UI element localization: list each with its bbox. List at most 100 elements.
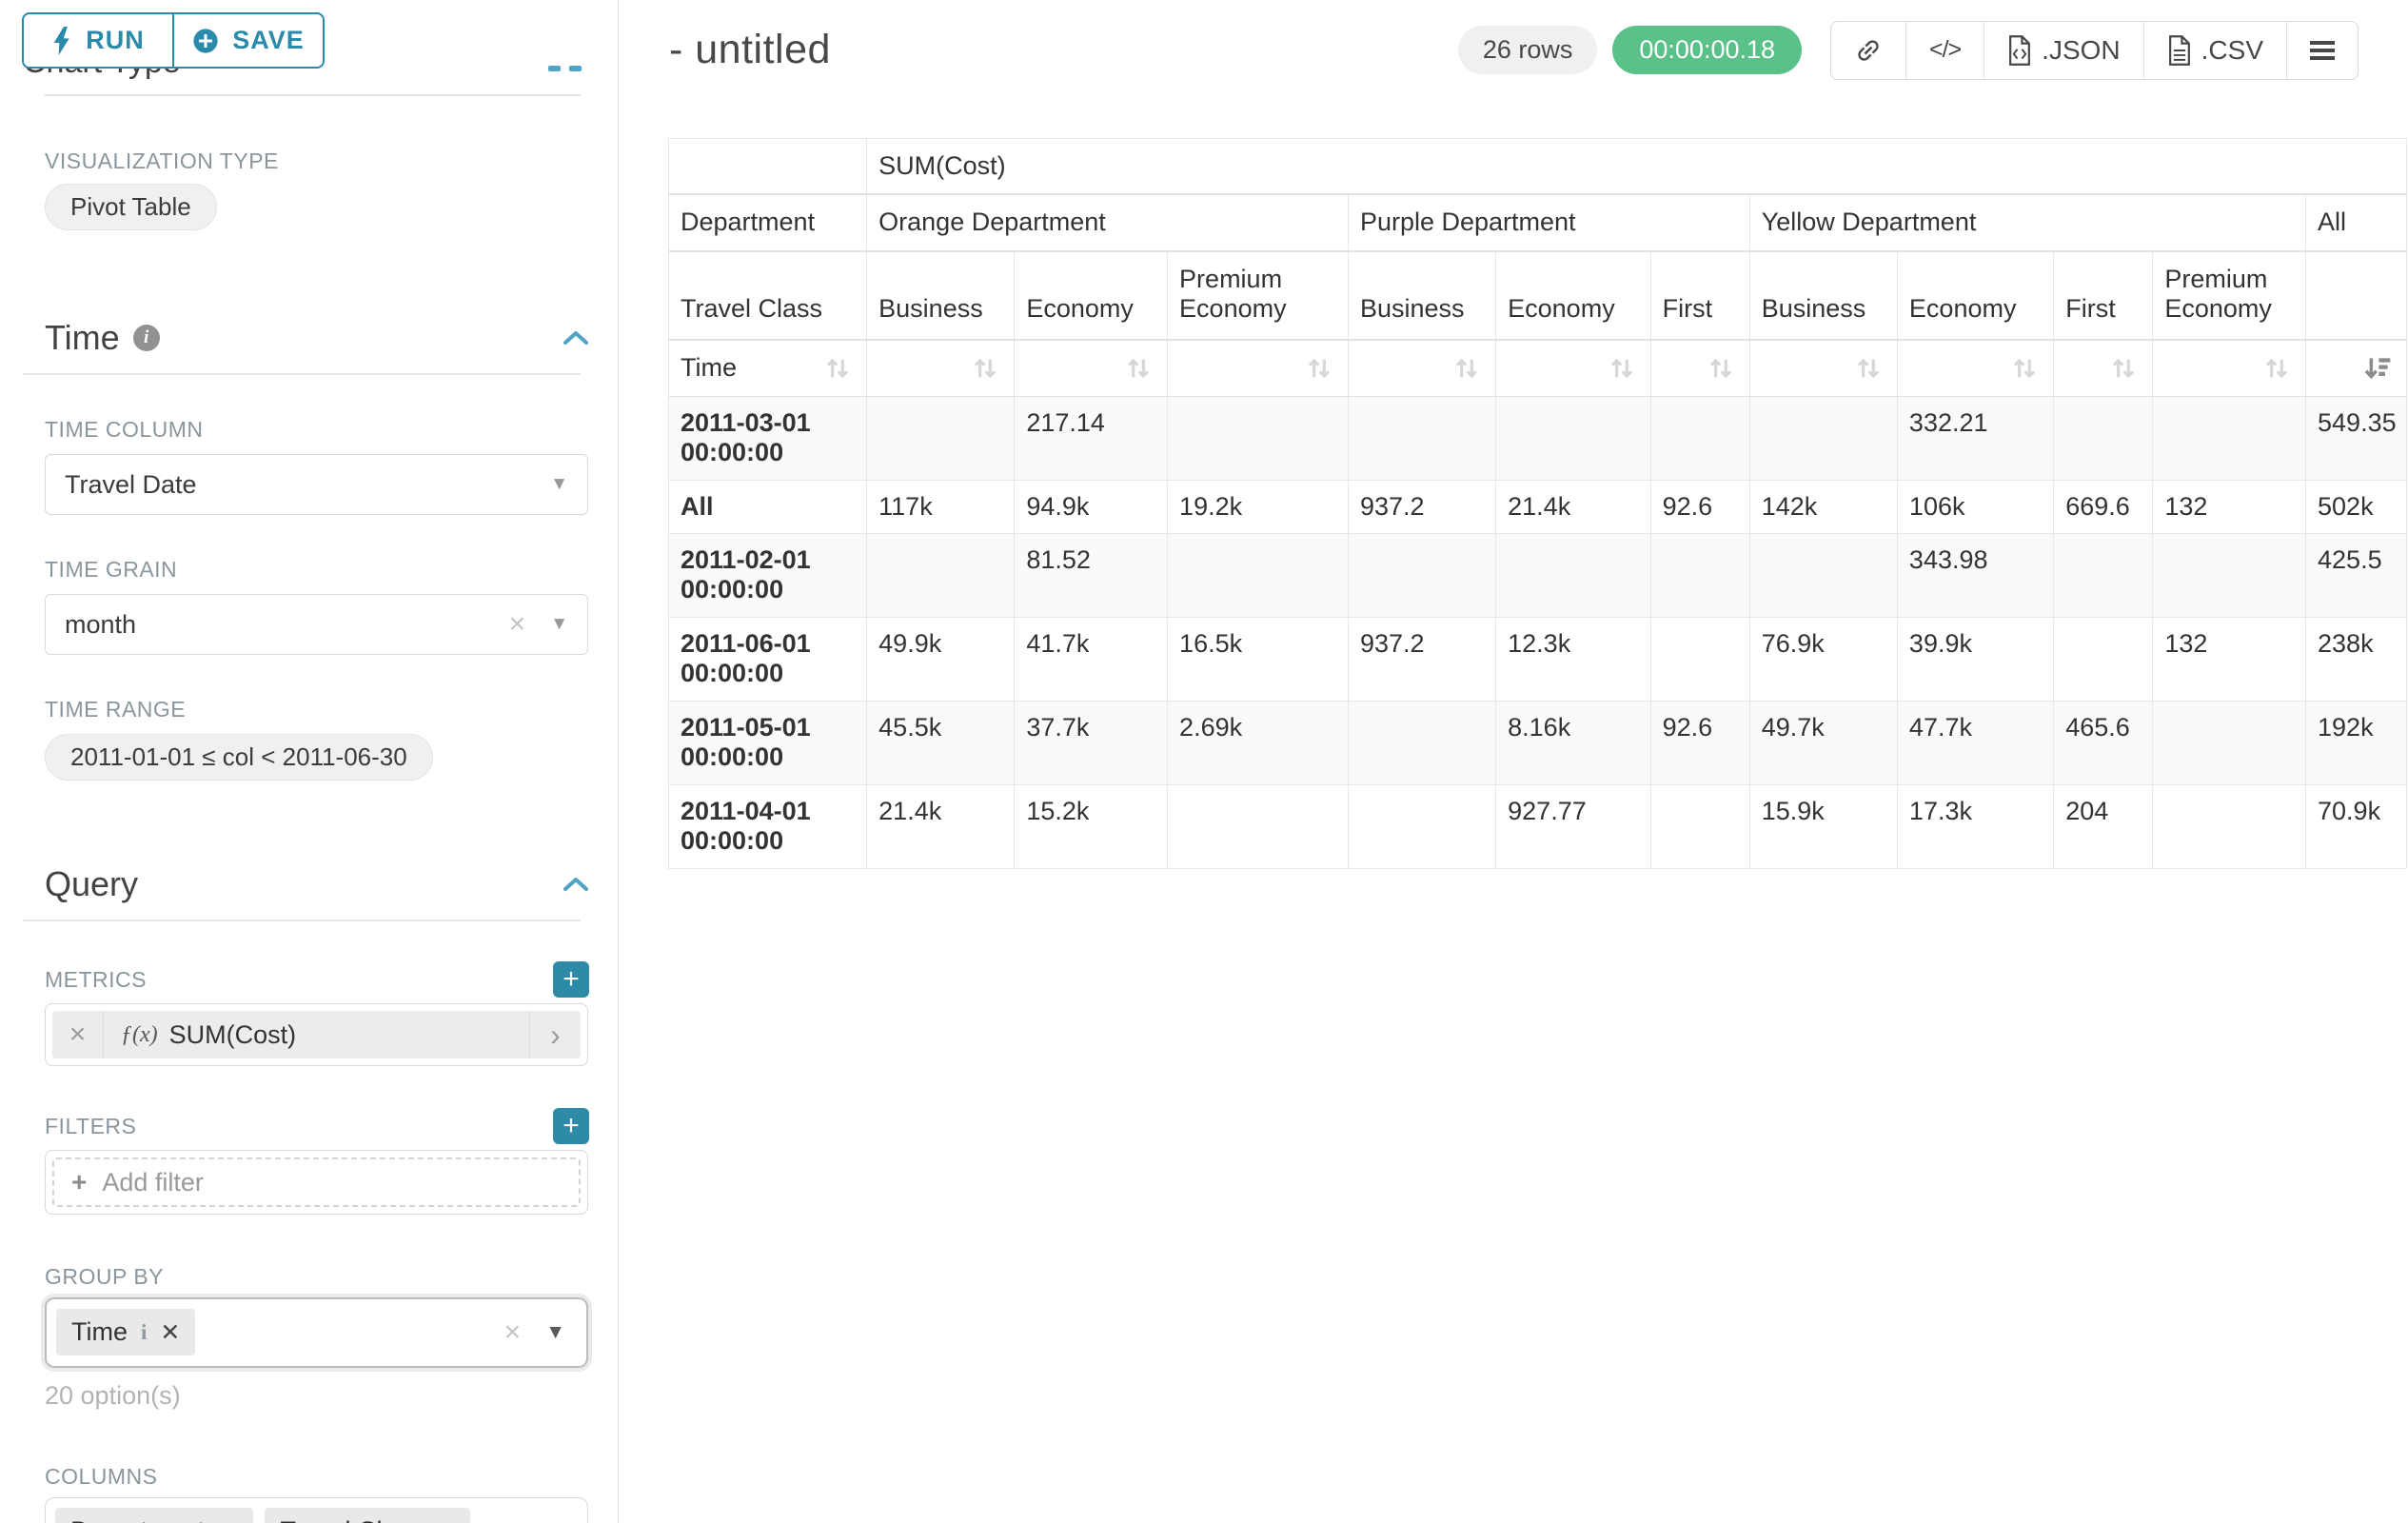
sort-icon[interactable] (1706, 353, 1736, 384)
chart-title[interactable]: - untitled (669, 27, 831, 72)
pivot-cell: 21.4k (866, 784, 1016, 869)
pivot-cell (1347, 784, 1497, 869)
info-icon[interactable]: i (132, 325, 160, 351)
menu-button[interactable] (2286, 21, 2358, 79)
group-by-options-hint: 20 option(s) (45, 1381, 181, 1410)
clear-icon[interactable]: × (508, 608, 526, 640)
time-column-select[interactable]: Travel Date ▼ (45, 454, 588, 515)
sort-header-cell[interactable] (1495, 339, 1651, 397)
pivot-cell: 132 (2152, 617, 2307, 702)
pivot-cell: 37.7k (1014, 701, 1169, 785)
pivot-cell: 8.16k (1495, 701, 1651, 785)
chevron-right-icon[interactable]: › (529, 1011, 581, 1058)
group-by-tag[interactable]: Time i ✕ (56, 1309, 196, 1355)
table-row: 2011-05-01 00:00:00 45.5k 37.7k 2.69k 8.16k 9… (667, 701, 2407, 785)
columns-select[interactable]: Department ✕ Travel Class ✕ × ▼ (45, 1497, 588, 1523)
embed-code-button[interactable]: </> (1905, 21, 1984, 79)
pivot-cell (1649, 533, 1750, 618)
sort-icon[interactable] (970, 353, 1000, 384)
time-range-value[interactable]: 2011-01-01 ≤ col < 2011-06-30 (45, 734, 433, 781)
pivot-cell: 937.2 (1347, 617, 1497, 702)
pivot-cell (1495, 533, 1651, 618)
chevron-up-icon[interactable] (563, 876, 589, 893)
export-csv-label: .CSV (2201, 34, 2263, 65)
pivot-cell (1748, 396, 1898, 481)
travel-class-header: First (1649, 250, 1750, 341)
pivot-cell (1167, 533, 1349, 618)
sort-icon[interactable] (2009, 353, 2040, 384)
sort-header-cell[interactable] (1347, 339, 1497, 397)
sort-header-cell[interactable] (866, 339, 1016, 397)
sort-header-cell[interactable] (1748, 339, 1898, 397)
remove-tag-icon[interactable]: ✕ (160, 1318, 181, 1346)
group-by-select[interactable]: Time i ✕ × ▼ (45, 1297, 588, 1368)
section-divider (23, 920, 581, 921)
time-grain-select[interactable]: month × ▼ (45, 594, 588, 655)
row-header-cell: 2011-04-01 00:00:00 (667, 784, 868, 869)
pivot-cell: 92.6 (1649, 701, 1750, 785)
col-dimension-header: Travel Class (667, 250, 868, 341)
sort-icon[interactable] (1853, 353, 1884, 384)
pivot-cell (1649, 617, 1750, 702)
add-metric-button[interactable]: + (553, 961, 589, 998)
filters-label: FILTERS (45, 1113, 137, 1138)
sort-header-cell[interactable] (2305, 339, 2407, 397)
sort-header-cell[interactable] (2053, 339, 2154, 397)
remove-metric-icon[interactable]: × (52, 1011, 104, 1058)
pivot-cell: 16.5k (1167, 617, 1349, 702)
sort-header-cell[interactable] (1649, 339, 1750, 397)
sort-desc-icon[interactable] (2362, 353, 2393, 384)
pivot-cell: 47.7k (1896, 701, 2055, 785)
sort-header-cell[interactable] (2152, 339, 2307, 397)
remove-tag-icon[interactable]: ✕ (218, 1517, 238, 1523)
sort-header-cell[interactable] (1896, 339, 2055, 397)
row-header-cell: 2011-02-01 00:00:00 (667, 533, 868, 618)
metrics-box: × ƒ(x) SUM(Cost) › (45, 1003, 588, 1066)
pivot-table-wrap: SUM(Cost) Department Orange Department Purp… (620, 100, 2408, 869)
export-csv-button[interactable]: .CSV (2142, 21, 2286, 79)
sort-icon[interactable] (822, 353, 853, 384)
sort-icon[interactable] (1607, 353, 1637, 384)
save-button[interactable]: SAVE (172, 12, 325, 69)
pivot-cell (1495, 396, 1651, 481)
sort-header-cell[interactable] (1014, 339, 1169, 397)
pivot-cell: 19.2k (1167, 480, 1349, 534)
pivot-cell: 332.21 (1896, 396, 2055, 481)
clear-icon[interactable]: × (503, 1316, 522, 1348)
sort-icon[interactable] (1304, 353, 1334, 384)
sort-icon[interactable] (1123, 353, 1154, 384)
filters-box: + Add filter (45, 1150, 588, 1215)
travel-class-header: Premium Economy (2152, 250, 2307, 341)
sort-icon[interactable] (2108, 353, 2139, 384)
sort-header-cell[interactable] (1167, 339, 1349, 397)
sort-icon[interactable] (2261, 353, 2292, 384)
table-row: All 117k 94.9k 19.2k 937.2 21.4k 92.6 142k 106k 6… (667, 480, 2407, 534)
info-icon[interactable]: i (141, 1319, 148, 1344)
metric-item[interactable]: × ƒ(x) SUM(Cost) › (52, 1011, 581, 1058)
columns-tag[interactable]: Department ✕ (55, 1508, 254, 1523)
section-divider (23, 373, 581, 375)
pivot-cell: 92.6 (1649, 480, 1750, 534)
clipped-icon[interactable] (548, 66, 561, 71)
columns-tag[interactable]: Travel Class ✕ (265, 1508, 471, 1523)
pivot-cell (1748, 533, 1898, 618)
time-sort-header[interactable]: Time (667, 339, 868, 397)
export-json-button[interactable]: .JSON (1984, 21, 2142, 79)
section-divider (45, 94, 581, 96)
chevron-up-icon[interactable] (563, 329, 589, 346)
clipped-icon[interactable] (569, 66, 582, 71)
circle-plus-icon (193, 28, 218, 53)
pivot-cell: 117k (866, 480, 1016, 534)
pivot-cell: 927.77 (1495, 784, 1651, 869)
add-filter-button[interactable]: + Add filter (52, 1157, 581, 1207)
share-link-button[interactable] (1831, 22, 1905, 79)
add-filter-plus-button[interactable]: + (553, 1108, 589, 1144)
run-button[interactable]: RUN (22, 12, 174, 69)
sort-icon[interactable] (1451, 353, 1482, 384)
query-timer-badge: 00:00:00.18 (1612, 26, 1803, 74)
visualization-type-value[interactable]: Pivot Table (45, 184, 217, 230)
remove-tag-icon[interactable]: ✕ (436, 1517, 456, 1523)
pivot-cell: 204 (2053, 784, 2154, 869)
pivot-cell (866, 396, 1016, 481)
